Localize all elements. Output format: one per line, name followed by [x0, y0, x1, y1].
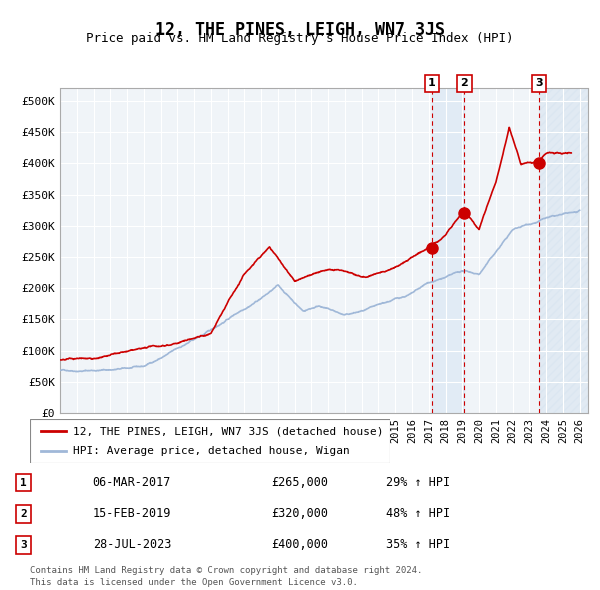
- Text: 15-FEB-2019: 15-FEB-2019: [92, 507, 171, 520]
- Text: £400,000: £400,000: [271, 538, 328, 551]
- Text: £320,000: £320,000: [271, 507, 328, 520]
- Bar: [432, 88, 464, 413]
- Text: 28-JUL-2023: 28-JUL-2023: [92, 538, 171, 551]
- Text: 48% ↑ HPI: 48% ↑ HPI: [386, 507, 451, 520]
- Text: This data is licensed under the Open Government Licence v3.0.: This data is licensed under the Open Gov…: [30, 578, 358, 587]
- Text: £265,000: £265,000: [271, 476, 328, 489]
- Text: 12, THE PINES, LEIGH, WN7 3JS: 12, THE PINES, LEIGH, WN7 3JS: [155, 21, 445, 39]
- Text: 3: 3: [20, 540, 27, 550]
- Text: 12, THE PINES, LEIGH, WN7 3JS (detached house): 12, THE PINES, LEIGH, WN7 3JS (detached …: [73, 427, 384, 436]
- Text: 1: 1: [20, 477, 27, 487]
- Text: 2: 2: [460, 78, 468, 88]
- Text: 3: 3: [535, 78, 543, 88]
- Bar: [539, 88, 588, 413]
- Text: 35% ↑ HPI: 35% ↑ HPI: [386, 538, 451, 551]
- Text: 29% ↑ HPI: 29% ↑ HPI: [386, 476, 451, 489]
- Text: Price paid vs. HM Land Registry's House Price Index (HPI): Price paid vs. HM Land Registry's House …: [86, 32, 514, 45]
- Text: HPI: Average price, detached house, Wigan: HPI: Average price, detached house, Wiga…: [73, 446, 350, 455]
- Text: 06-MAR-2017: 06-MAR-2017: [92, 476, 171, 489]
- Text: 1: 1: [428, 78, 436, 88]
- Text: 2: 2: [20, 509, 27, 519]
- Text: Contains HM Land Registry data © Crown copyright and database right 2024.: Contains HM Land Registry data © Crown c…: [30, 566, 422, 575]
